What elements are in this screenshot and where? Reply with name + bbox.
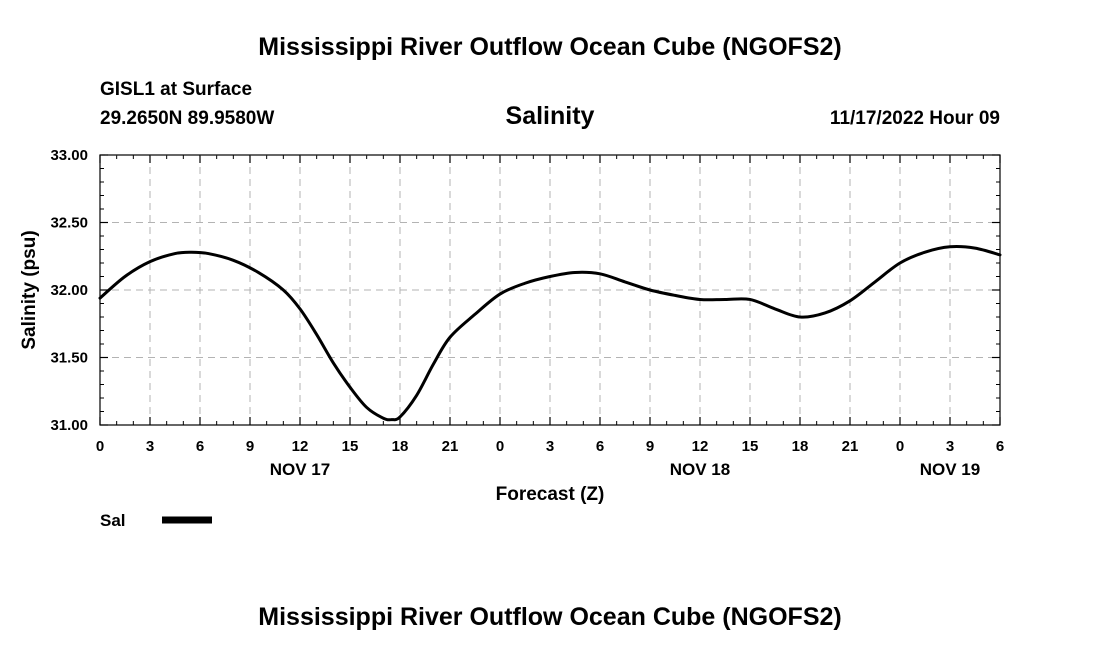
series-layer: [98, 245, 1002, 422]
chart-title: Salinity: [506, 102, 595, 130]
y-tick-label: 31.00: [50, 417, 88, 434]
footer-title: Mississippi River Outflow Ocean Cube (NG…: [258, 603, 841, 631]
y-tick-labels: 31.00 31.50 32.00 32.50 33.00: [50, 147, 88, 434]
x-tick-label: 3: [546, 438, 554, 455]
x-tick-label: 21: [442, 438, 459, 455]
y-tick-label: 31.50: [50, 350, 88, 367]
coordinates-label: 29.2650N 89.9580W: [100, 108, 274, 129]
x-tick-label: 15: [342, 438, 359, 455]
x-tick-label: 3: [146, 438, 154, 455]
grid-lines: [100, 155, 1000, 425]
station-label: GISL1 at Surface: [100, 79, 252, 100]
legend-label: Sal: [100, 511, 126, 530]
y-tick-label: 33.00: [50, 147, 88, 164]
x-tick-label: 6: [596, 438, 604, 455]
x-tick-label: 0: [496, 438, 504, 455]
x-tick-label: 12: [692, 438, 709, 455]
x-tick-label: 12: [292, 438, 309, 455]
x-tick-labels: 0 3 6 9 12 15 18 21 0 3 6 9 12 15 18 21 0 3 6: [96, 438, 1004, 455]
x-tick-label: 9: [246, 438, 254, 455]
x-tick-label: 0: [96, 438, 104, 455]
date-labels: NOV 17 NOV 18 NOV 19: [270, 460, 980, 479]
x-tick-label: 18: [392, 438, 409, 455]
x-tick-label: 9: [646, 438, 654, 455]
x-tick-label: 6: [996, 438, 1004, 455]
page-title: Mississippi River Outflow Ocean Cube (NG…: [258, 33, 841, 61]
x-axis-title: Forecast (Z): [496, 484, 605, 505]
date-label: NOV 19: [920, 460, 980, 479]
x-tick-label: 0: [896, 438, 904, 455]
datetime-label: 11/17/2022 Hour 09: [830, 108, 1000, 129]
x-tick-label: 15: [742, 438, 759, 455]
y-tick-label: 32.50: [50, 215, 88, 232]
plot-frame: [99, 154, 1001, 426]
date-label: NOV 17: [270, 460, 330, 479]
series-line-sal: [98, 245, 1002, 422]
y-axis-title: Salinity (psu): [19, 230, 40, 349]
y-tick-label: 32.00: [50, 282, 88, 299]
x-tick-label: 3: [946, 438, 954, 455]
x-tick-label: 21: [842, 438, 859, 455]
date-label: NOV 18: [670, 460, 730, 479]
x-tick-label: 6: [196, 438, 204, 455]
x-tick-label: 18: [792, 438, 809, 455]
